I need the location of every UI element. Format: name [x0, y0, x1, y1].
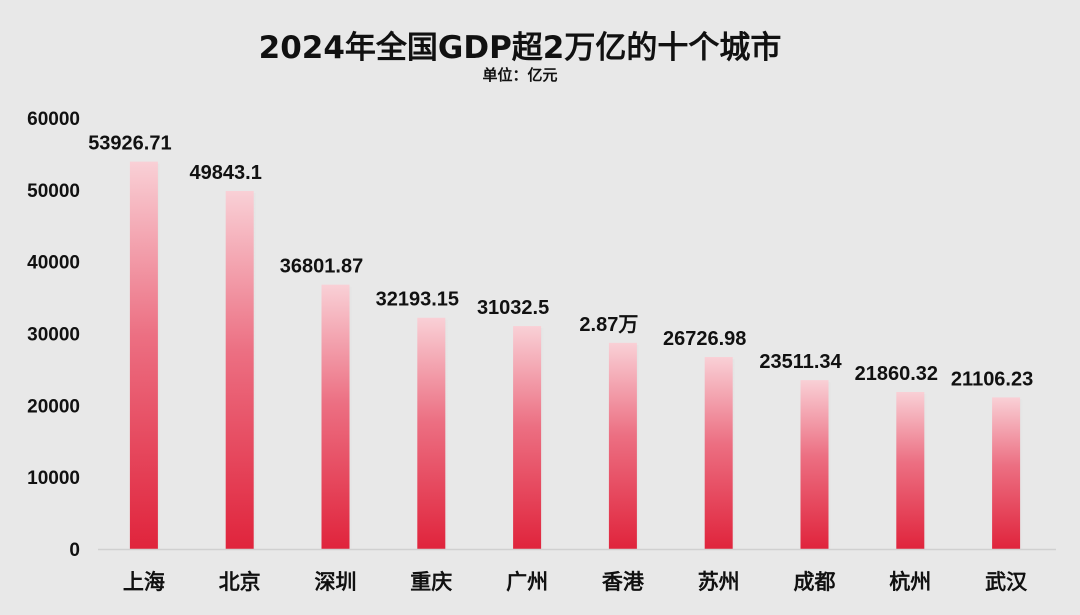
bar-group: 53926.71 — [88, 133, 172, 549]
bar-group: 21860.32 — [855, 363, 938, 549]
bar-group: 2.87万 — [579, 314, 640, 549]
data-label: 53926.71 — [88, 133, 171, 155]
data-label: 36801.87 — [280, 256, 363, 278]
category-label: 北京 — [219, 570, 261, 594]
bar-group: 31032.5 — [477, 297, 549, 549]
bar — [896, 391, 925, 549]
y-tick-label: 40000 — [27, 253, 80, 274]
data-label: 2.87万 — [579, 314, 638, 336]
category-label: 上海 — [123, 570, 165, 594]
chart-title: 2024年全国GDP超2万亿的十个城市 — [258, 30, 782, 66]
category-label: 杭州 — [889, 570, 931, 594]
bar — [513, 326, 542, 549]
data-label: 23511.34 — [759, 351, 842, 373]
category-label: 广州 — [506, 570, 548, 594]
bar — [225, 190, 254, 550]
y-axis: 0 10000 20000 30000 40000 50000 60000 — [27, 109, 80, 561]
bar — [129, 161, 158, 549]
data-label: 26726.98 — [663, 328, 746, 350]
category-label: 武汉 — [985, 570, 1028, 594]
bar-group: 49843.1 — [190, 162, 262, 550]
bar — [992, 397, 1021, 549]
category-label: 苏州 — [698, 570, 740, 594]
bars: 53926.71 49843.1 36801.87 32193.15 31032.5 2.… — [88, 133, 1033, 550]
bar-group: 32193.15 — [376, 289, 459, 549]
y-tick-label: 10000 — [27, 468, 80, 489]
chart-subtitle: 单位：亿元 — [482, 66, 558, 84]
y-tick-label: 20000 — [27, 396, 80, 417]
category-label: 深圳 — [315, 570, 357, 594]
data-label: 21860.32 — [855, 363, 938, 385]
category-label: 重庆 — [410, 570, 452, 594]
bar-group: 26726.98 — [663, 328, 746, 549]
bar-group: 23511.34 — [759, 351, 843, 549]
bar — [704, 357, 733, 549]
data-label: 31032.5 — [477, 297, 549, 319]
x-axis: 上海 北京 深圳 重庆 广州 香港 苏州 成都 杭州 武汉 — [98, 548, 1056, 594]
y-tick-label: 50000 — [27, 181, 80, 202]
bar — [321, 284, 350, 549]
category-label: 香港 — [602, 570, 645, 594]
y-tick-label: 0 — [69, 540, 80, 561]
bar — [800, 380, 829, 549]
y-tick-label: 60000 — [27, 109, 80, 130]
data-label: 32193.15 — [376, 289, 459, 311]
bar-group: 36801.87 — [280, 256, 363, 549]
data-label: 21106.23 — [951, 368, 1033, 390]
bar-group: 21106.23 — [951, 368, 1033, 549]
y-tick-label: 30000 — [27, 325, 80, 346]
category-label: 成都 — [794, 570, 836, 594]
bar — [608, 342, 637, 549]
bar — [417, 317, 446, 549]
data-label: 49843.1 — [190, 162, 262, 184]
